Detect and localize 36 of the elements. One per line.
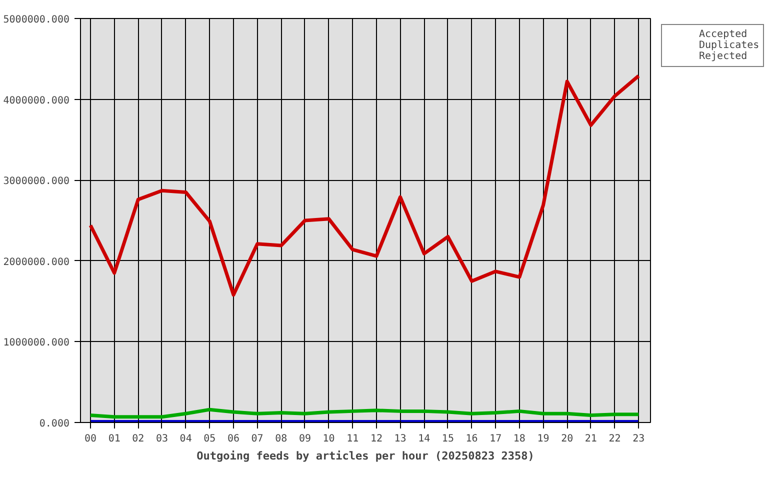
y-tick-label: 2000000.000 xyxy=(3,256,70,268)
y-tick-label: 3000000.000 xyxy=(3,176,70,188)
x-tick-label: 20 xyxy=(561,434,574,444)
y-tick-label: 4000000.000 xyxy=(3,95,70,106)
y-tick-label: 5000000.000 xyxy=(3,14,70,26)
x-tick-label: 04 xyxy=(180,434,192,444)
line-series xyxy=(88,408,640,419)
x-tick-label: 12 xyxy=(370,434,382,444)
x-tick-label: 16 xyxy=(466,434,478,444)
line-series xyxy=(88,74,640,297)
x-tick-label: 19 xyxy=(537,434,550,444)
x-tick-label: 05 xyxy=(204,434,216,444)
x-axis-title: Outgoing feeds by articles per hour (20250823 2358) xyxy=(196,450,534,462)
x-tick-label: 18 xyxy=(513,434,526,444)
text: Rejected xyxy=(699,51,748,62)
x-tick-label: 13 xyxy=(394,434,406,444)
x-tick-label: 01 xyxy=(108,434,120,444)
x-tick-label: 21 xyxy=(584,434,597,444)
x-tick-label: 08 xyxy=(275,434,288,444)
x-tick-label: 17 xyxy=(490,434,502,444)
x-tick-label: 14 xyxy=(418,434,430,444)
text: Duplicates xyxy=(699,40,760,51)
x-tick-label: 03 xyxy=(156,434,168,444)
x-tick-label: 23 xyxy=(632,434,645,444)
x-tick-label: 22 xyxy=(608,434,621,444)
x-tick-label: 00 xyxy=(84,434,97,444)
x-tick-label: 07 xyxy=(251,434,264,444)
y-tick-label: 0.000 xyxy=(39,418,70,430)
x-tick-label: 10 xyxy=(322,434,335,444)
text: Accepted xyxy=(699,29,748,40)
y-tick-label: 1000000.000 xyxy=(3,338,70,349)
x-tick-label: 02 xyxy=(132,434,144,444)
x-tick-label: 06 xyxy=(227,434,240,444)
x-tick-label: 09 xyxy=(298,434,311,444)
x-tick-label: 15 xyxy=(442,434,454,444)
x-tick-label: 11 xyxy=(346,434,359,444)
